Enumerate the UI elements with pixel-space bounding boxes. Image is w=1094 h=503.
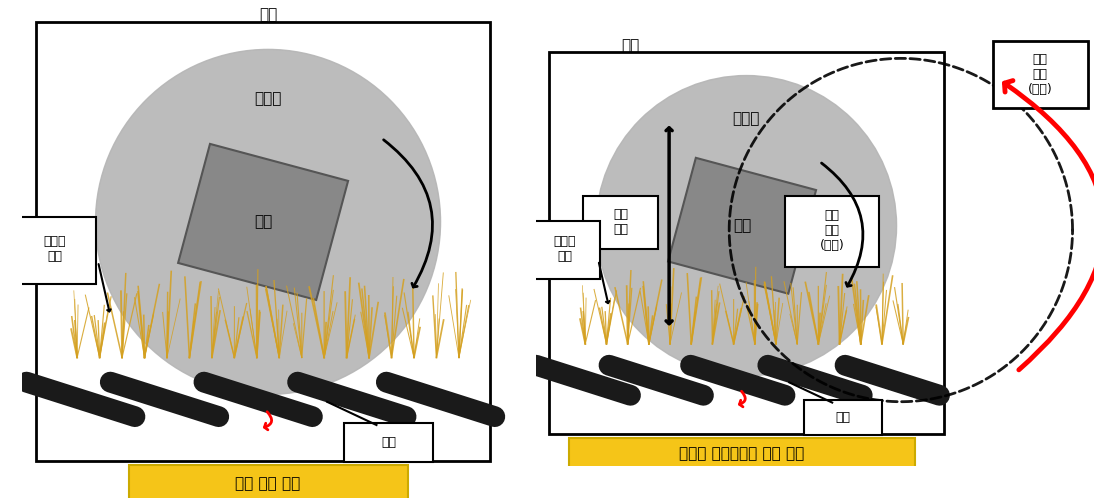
Text: 에칭액
분사: 에칭액 분사 [44,235,66,263]
Circle shape [596,75,897,376]
FancyBboxPatch shape [14,217,95,284]
Circle shape [95,49,441,394]
Text: 노즐: 노즐 [382,436,396,449]
FancyBboxPatch shape [583,196,659,249]
Text: 고정틀: 고정틀 [733,111,760,126]
Text: 상판: 상판 [621,38,640,53]
Text: 에칭액
분사: 에칭액 분사 [554,235,577,264]
Text: 기존 에칭 방법: 기존 에칭 방법 [235,476,301,491]
Polygon shape [178,144,348,300]
FancyBboxPatch shape [993,41,1087,108]
FancyBboxPatch shape [36,22,490,461]
Text: 노즐: 노즐 [836,411,850,424]
Text: 왕복
운동: 왕복 운동 [613,208,628,236]
FancyBboxPatch shape [785,196,880,267]
FancyBboxPatch shape [569,438,915,469]
Text: 고정틀: 고정틀 [254,91,282,106]
FancyBboxPatch shape [549,52,944,434]
Text: 회전
운동
(공전): 회전 운동 (공전) [1028,53,1052,96]
Text: 제품: 제품 [254,214,272,229]
Text: 상판: 상판 [259,8,277,23]
Polygon shape [668,158,816,294]
Text: 회전
운동
(자전): 회전 운동 (자전) [819,209,845,253]
Text: 제품: 제품 [733,218,752,233]
FancyBboxPatch shape [128,465,408,502]
FancyBboxPatch shape [529,221,601,279]
FancyBboxPatch shape [804,400,882,435]
Text: 기구부 구조변경한 에칭 방법: 기구부 구조변경한 에칭 방법 [679,446,805,461]
FancyBboxPatch shape [345,423,433,462]
